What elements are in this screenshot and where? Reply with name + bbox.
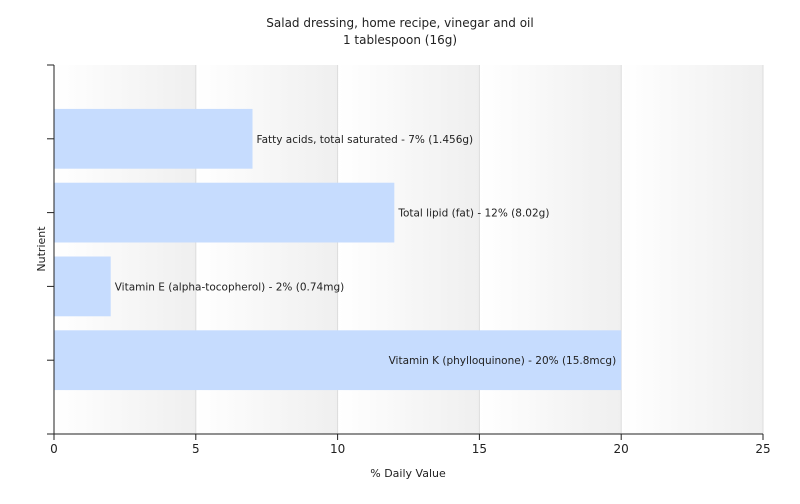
x-tick-label: 25	[755, 442, 770, 456]
chart-title: Salad dressing, home recipe, vinegar and…	[266, 16, 533, 30]
bar	[54, 256, 111, 317]
plot-band	[621, 65, 763, 434]
bar-data-label: Total lipid (fat) - 12% (8.02g)	[397, 208, 549, 220]
x-tick-label: 10	[330, 442, 345, 456]
plot-background	[54, 65, 763, 434]
bar-data-label: Vitamin E (alpha-tocopherol) - 2% (0.74m…	[115, 281, 345, 293]
bar	[54, 108, 253, 169]
bars	[54, 108, 622, 391]
x-tick-label: 0	[50, 442, 58, 456]
x-axis-label: % Daily Value	[370, 467, 446, 480]
x-tick-label: 15	[472, 442, 487, 456]
bar-data-label: Vitamin K (phylloquinone) - 20% (15.8mcg…	[389, 355, 617, 367]
bar	[54, 182, 395, 243]
x-tick-label: 5	[192, 442, 200, 456]
labels: Fatty acids, total saturated - 7% (1.456…	[50, 134, 770, 456]
axes	[47, 64, 764, 440]
x-tick-label: 20	[614, 442, 629, 456]
bar-data-label: Fatty acids, total saturated - 7% (1.456…	[257, 134, 474, 146]
chart-subtitle: 1 tablespoon (16g)	[343, 33, 457, 47]
y-axis-label: Nutrient	[35, 226, 48, 272]
bar	[54, 330, 622, 391]
